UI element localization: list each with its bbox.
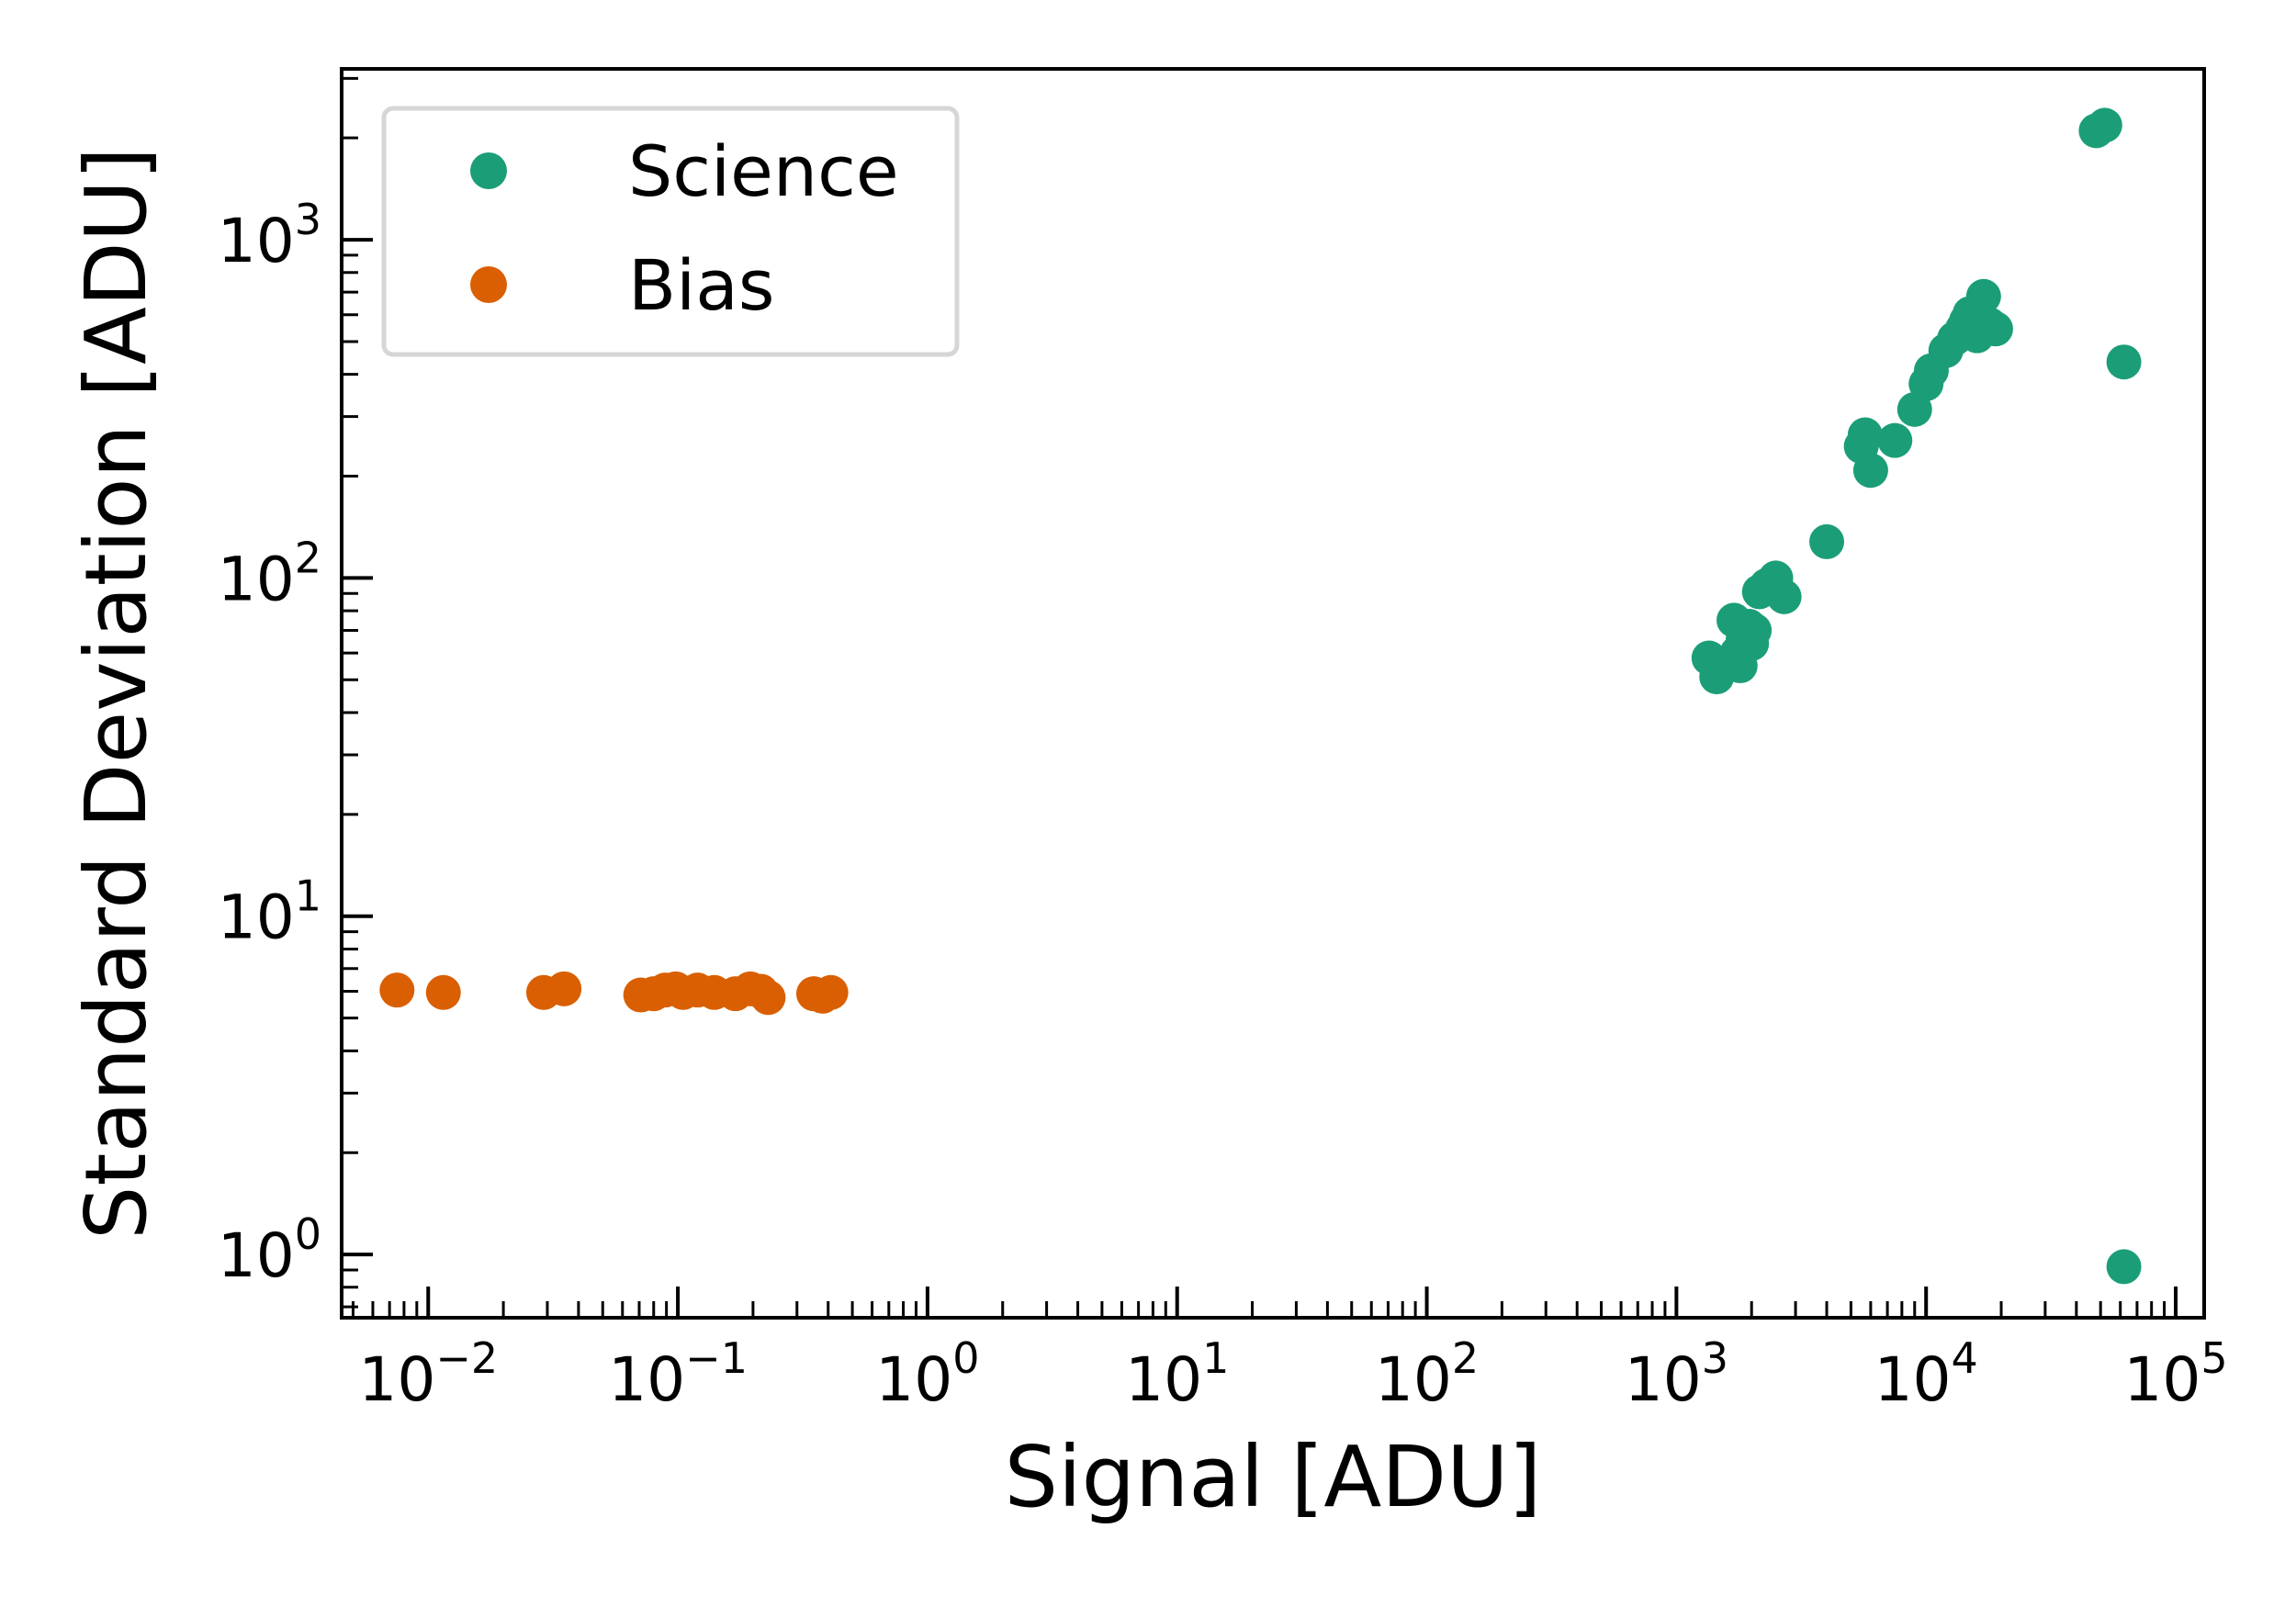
point-science [1877, 422, 1913, 458]
point-science [1965, 278, 2001, 314]
y-tick-label: 100 [218, 1209, 321, 1291]
point-bias [379, 972, 415, 1008]
legend-label-science: Science [628, 130, 899, 212]
y-tick-labels: 100 101 102 103 [218, 195, 321, 1291]
point-science [2087, 107, 2122, 143]
point-science [1847, 417, 1883, 453]
point-bias [425, 974, 461, 1010]
point-science [1809, 523, 1845, 559]
plot-frame [340, 67, 2206, 1320]
x-tick-label: 105 [2123, 1333, 2227, 1415]
legend: Science Bias [381, 106, 960, 357]
y-tick-label: 101 [218, 871, 321, 953]
legend-box [381, 106, 960, 357]
point-science [1977, 311, 2013, 347]
data-points [379, 107, 2142, 1285]
point-bias [813, 974, 849, 1010]
legend-marker-bias [470, 266, 507, 303]
x-axis-title: Signal [ADU] [1005, 1428, 1542, 1526]
point-science [1852, 453, 1888, 489]
point-science [1766, 579, 1802, 614]
y-tick-label: 103 [218, 195, 321, 276]
x-tick-label: 103 [1625, 1333, 1728, 1415]
series-science [1691, 107, 2142, 1285]
x-tick-label: 100 [875, 1333, 979, 1415]
legend-entries: Science Bias [470, 130, 899, 326]
point-science [2106, 344, 2142, 380]
major-ticks [342, 238, 2178, 1318]
x-tick-label: 10−2 [358, 1333, 498, 1415]
point-bias [750, 980, 786, 1016]
x-tick-label: 10−1 [608, 1333, 748, 1415]
x-tick-label: 101 [1125, 1333, 1229, 1415]
y-axis-title: Standard Deviation [ADU] [67, 147, 165, 1240]
point-bias [546, 971, 582, 1006]
point-science [2106, 1249, 2142, 1285]
point-science [1737, 612, 1773, 648]
legend-label-bias: Bias [628, 244, 774, 326]
minor-ticks [342, 76, 2167, 1318]
series-bias [379, 971, 849, 1016]
legend-marker-science [470, 152, 507, 189]
x-tick-label: 104 [1874, 1333, 1978, 1415]
x-tick-labels: 10−2 10−1 100 101 102 103 104 105 [358, 1333, 2227, 1415]
x-tick-label: 102 [1375, 1333, 1479, 1415]
y-tick-label: 102 [218, 533, 321, 614]
